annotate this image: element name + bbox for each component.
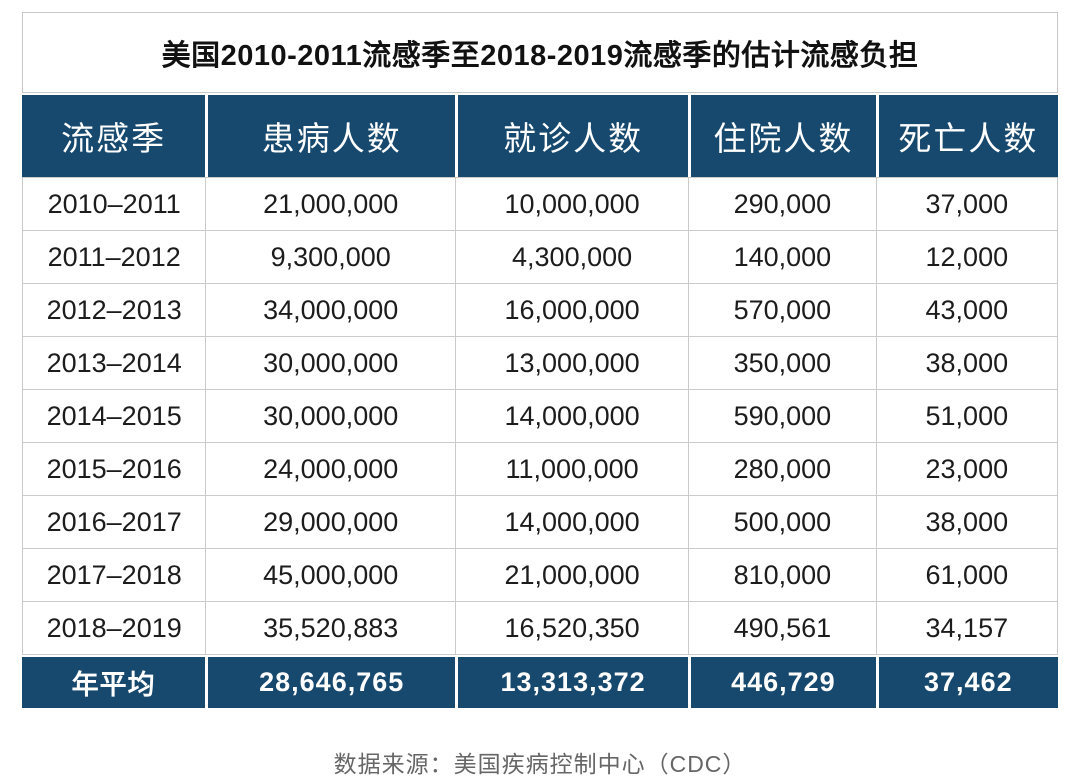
cell-season: 2017–2018 xyxy=(22,549,206,602)
cell-illnesses: 34,000,000 xyxy=(205,284,456,337)
flu-burden-table: 流感季 患病人数 就诊人数 住院人数 死亡人数 2010–2011 21,000… xyxy=(22,95,1058,708)
cell-hospitalizations: 810,000 xyxy=(688,549,876,602)
table-title: 美国2010-2011流感季至2018-2019流感季的估计流感负担 xyxy=(161,39,919,72)
cell-season: 2015–2016 xyxy=(22,443,206,496)
column-header-hospitalizations: 住院人数 xyxy=(688,95,876,177)
cell-medical-visits: 16,000,000 xyxy=(455,284,689,337)
cell-hospitalizations: 280,000 xyxy=(688,443,876,496)
cell-hospitalizations: 590,000 xyxy=(688,390,876,443)
table-row: 2013–2014 30,000,000 13,000,000 350,000 … xyxy=(22,337,1058,390)
data-source-note: 数据来源：美国疾病控制中心（CDC） xyxy=(333,751,747,777)
column-header-illnesses: 患病人数 xyxy=(205,95,456,177)
cell-medical-visits: 4,300,000 xyxy=(455,231,689,284)
cell-illnesses: 24,000,000 xyxy=(205,443,456,496)
cell-season: 2016–2017 xyxy=(22,496,206,549)
cell-season: 2014–2015 xyxy=(22,390,206,443)
cell-deaths: 37,000 xyxy=(875,177,1058,231)
cell-illnesses: 21,000,000 xyxy=(205,177,456,231)
cell-hospitalizations: 570,000 xyxy=(688,284,876,337)
cell-medical-visits: 14,000,000 xyxy=(455,496,689,549)
cell-illnesses: 30,000,000 xyxy=(205,390,456,443)
cell-hospitalizations: 140,000 xyxy=(688,231,876,284)
cell-deaths: 23,000 xyxy=(875,443,1058,496)
column-header-medical-visits: 就诊人数 xyxy=(455,95,689,177)
cell-deaths: 61,000 xyxy=(875,549,1058,602)
cell-annual-average-hospitalizations: 446,729 xyxy=(688,655,876,708)
table-header-row: 流感季 患病人数 就诊人数 住院人数 死亡人数 xyxy=(22,95,1058,177)
table-row: 2017–2018 45,000,000 21,000,000 810,000 … xyxy=(22,549,1058,602)
cell-hospitalizations: 350,000 xyxy=(688,337,876,390)
cell-illnesses: 9,300,000 xyxy=(205,231,456,284)
cell-season: 2012–2013 xyxy=(22,284,206,337)
cell-deaths: 34,157 xyxy=(875,602,1058,655)
cell-illnesses: 30,000,000 xyxy=(205,337,456,390)
table-row: 2011–2012 9,300,000 4,300,000 140,000 12… xyxy=(22,231,1058,284)
cell-deaths: 51,000 xyxy=(875,390,1058,443)
cell-hospitalizations: 500,000 xyxy=(688,496,876,549)
cell-medical-visits: 13,000,000 xyxy=(455,337,689,390)
cell-season: 2010–2011 xyxy=(22,177,206,231)
cell-annual-average-deaths: 37,462 xyxy=(875,655,1058,708)
cell-medical-visits: 11,000,000 xyxy=(455,443,689,496)
cell-annual-average-label: 年平均 xyxy=(22,655,206,708)
cell-illnesses: 45,000,000 xyxy=(205,549,456,602)
table-row: 2018–2019 35,520,883 16,520,350 490,561 … xyxy=(22,602,1058,655)
cell-medical-visits: 10,000,000 xyxy=(455,177,689,231)
cell-medical-visits: 16,520,350 xyxy=(455,602,689,655)
table-row: 2016–2017 29,000,000 14,000,000 500,000 … xyxy=(22,496,1058,549)
cell-illnesses: 29,000,000 xyxy=(205,496,456,549)
flu-burden-table-card: 美国2010-2011流感季至2018-2019流感季的估计流感负担 流感季 患… xyxy=(22,12,1058,708)
table-title-box: 美国2010-2011流感季至2018-2019流感季的估计流感负担 xyxy=(22,12,1058,93)
cell-deaths: 38,000 xyxy=(875,496,1058,549)
cell-annual-average-medical-visits: 13,313,372 xyxy=(455,655,689,708)
table-row: 2014–2015 30,000,000 14,000,000 590,000 … xyxy=(22,390,1058,443)
column-header-deaths: 死亡人数 xyxy=(875,95,1058,177)
cell-medical-visits: 21,000,000 xyxy=(455,549,689,602)
table-row: 2010–2011 21,000,000 10,000,000 290,000 … xyxy=(22,177,1058,231)
table-row: 2015–2016 24,000,000 11,000,000 280,000 … xyxy=(22,443,1058,496)
cell-season: 2011–2012 xyxy=(22,231,206,284)
cell-deaths: 43,000 xyxy=(875,284,1058,337)
cell-hospitalizations: 490,561 xyxy=(688,602,876,655)
table-row: 2012–2013 34,000,000 16,000,000 570,000 … xyxy=(22,284,1058,337)
cell-illnesses: 35,520,883 xyxy=(205,602,456,655)
cell-hospitalizations: 290,000 xyxy=(688,177,876,231)
column-header-season: 流感季 xyxy=(22,95,206,177)
cell-deaths: 38,000 xyxy=(875,337,1058,390)
table-footer-row-annual-average: 年平均 28,646,765 13,313,372 446,729 37,462 xyxy=(22,655,1058,708)
cell-season: 2013–2014 xyxy=(22,337,206,390)
cell-medical-visits: 14,000,000 xyxy=(455,390,689,443)
cell-season: 2018–2019 xyxy=(22,602,206,655)
cell-annual-average-illnesses: 28,646,765 xyxy=(205,655,456,708)
cell-deaths: 12,000 xyxy=(875,231,1058,284)
